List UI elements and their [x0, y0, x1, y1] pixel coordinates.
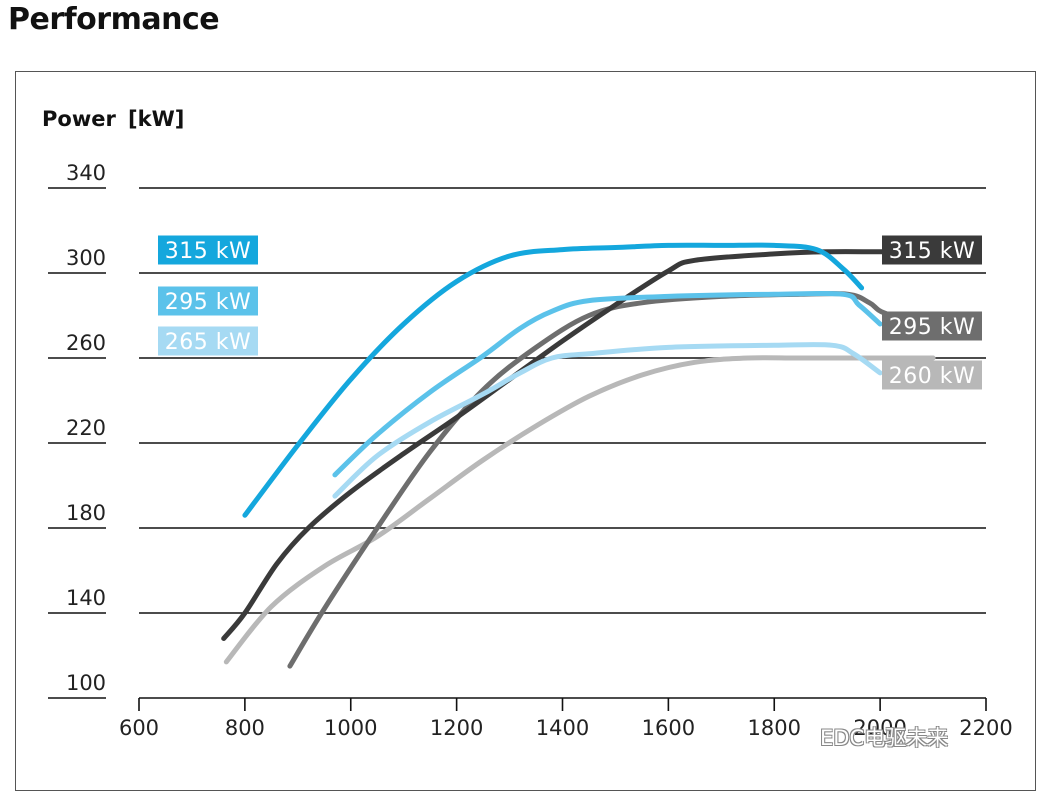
- x-tick-label: 600: [119, 716, 159, 740]
- x-tick-label: 1200: [430, 716, 483, 740]
- legend-label: 295 kW: [165, 290, 251, 315]
- watermark-text: EDC电驱未来: [820, 726, 949, 750]
- y-tick-label: 220: [66, 416, 106, 440]
- y-tick-label: 340: [66, 161, 106, 185]
- y-tick-label: 140: [66, 586, 106, 610]
- legend-label: 315 kW: [889, 239, 975, 264]
- legend-swatch: [158, 326, 258, 356]
- series-line: [223, 355, 936, 665]
- x-tick-label: 1400: [536, 716, 589, 740]
- y-tick-label: 180: [66, 501, 106, 525]
- legend-swatch: [882, 311, 982, 341]
- x-tick-label: 2000: [853, 716, 906, 740]
- legend-label: 260 kW: [889, 364, 975, 389]
- x-tick-label: 800: [225, 716, 265, 740]
- series-line: [332, 290, 883, 478]
- series-line: [221, 249, 936, 641]
- y-tick-label: 260: [66, 331, 106, 355]
- legend-label: 295 kW: [889, 315, 975, 340]
- legend-swatch: [158, 286, 258, 316]
- legend-label: 315 kW: [165, 239, 251, 264]
- y-tick-label: 300: [66, 246, 106, 270]
- page-title: Performance: [8, 2, 220, 37]
- series-line: [287, 291, 936, 669]
- x-tick-label: 1600: [642, 716, 695, 740]
- series-line: [332, 342, 883, 499]
- x-tick-label: 1800: [748, 716, 801, 740]
- y-axis-label: Power: [42, 107, 116, 131]
- x-tick-label: 2200: [959, 716, 1012, 740]
- x-tick-label: 1000: [324, 716, 377, 740]
- y-tick-label: 100: [66, 671, 106, 695]
- y-axis-unit: [kW]: [128, 107, 184, 131]
- legend-swatch: [882, 235, 982, 265]
- legend-swatch: [158, 235, 258, 265]
- legend-label: 265 kW: [165, 330, 251, 355]
- legend-swatch: [882, 360, 982, 390]
- series-line: [242, 242, 865, 518]
